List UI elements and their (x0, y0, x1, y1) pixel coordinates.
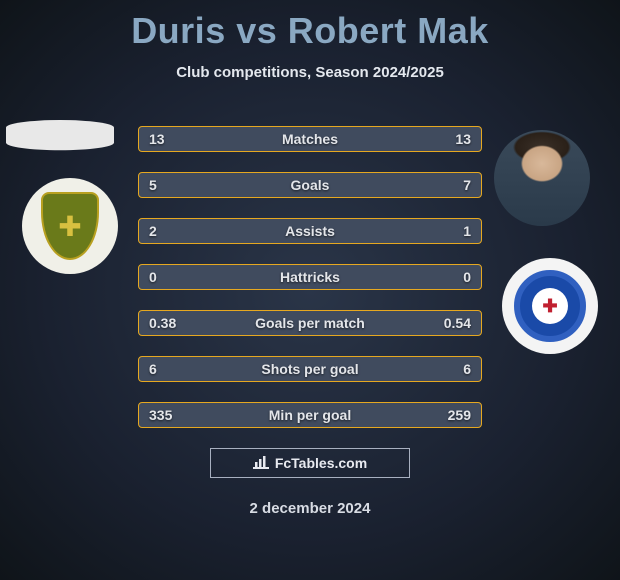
stat-left-value: 0.38 (149, 315, 199, 331)
stat-row: 0 Hattricks 0 (138, 264, 482, 290)
page-title: Duris vs Robert Mak (0, 0, 620, 52)
stat-right-value: 1 (421, 223, 471, 239)
stat-row: 335 Min per goal 259 (138, 402, 482, 428)
stat-right-value: 6 (421, 361, 471, 377)
player-right-photo (494, 130, 590, 226)
stat-row: 5 Goals 7 (138, 172, 482, 198)
stat-label: Assists (199, 223, 421, 239)
subtitle: Club competitions, Season 2024/2025 (0, 64, 620, 81)
stat-right-value: 13 (421, 131, 471, 147)
stat-right-value: 0.54 (421, 315, 471, 331)
stat-label: Goals per match (199, 315, 421, 331)
circle-icon: ✚ (514, 270, 586, 342)
stat-row: 0.38 Goals per match 0.54 (138, 310, 482, 336)
chart-icon (253, 455, 269, 472)
stat-right-value: 259 (421, 407, 471, 423)
cross-icon: ✚ (532, 288, 568, 324)
brand-box: FcTables.com (210, 448, 410, 478)
stat-left-value: 0 (149, 269, 199, 285)
club-left-badge: ✚ (22, 178, 118, 274)
stat-label: Min per goal (199, 407, 421, 423)
stat-label: Hattricks (199, 269, 421, 285)
club-right-badge: ✚ (502, 258, 598, 354)
brand-label: FcTables.com (275, 455, 367, 471)
stat-left-value: 2 (149, 223, 199, 239)
face-icon (494, 130, 590, 226)
stat-row: 6 Shots per goal 6 (138, 356, 482, 382)
stat-row: 13 Matches 13 (138, 126, 482, 152)
stat-left-value: 13 (149, 131, 199, 147)
stat-label: Matches (199, 131, 421, 147)
stat-label: Goals (199, 177, 421, 193)
stat-left-value: 335 (149, 407, 199, 423)
stat-label: Shots per goal (199, 361, 421, 377)
stat-right-value: 0 (421, 269, 471, 285)
player-left-photo (6, 120, 114, 150)
stats-table: 13 Matches 13 5 Goals 7 2 Assists 1 0 Ha… (138, 126, 482, 448)
date-label: 2 december 2024 (0, 500, 620, 517)
stat-row: 2 Assists 1 (138, 218, 482, 244)
stat-left-value: 6 (149, 361, 199, 377)
shield-icon: ✚ (41, 192, 99, 260)
stat-left-value: 5 (149, 177, 199, 193)
stat-right-value: 7 (421, 177, 471, 193)
